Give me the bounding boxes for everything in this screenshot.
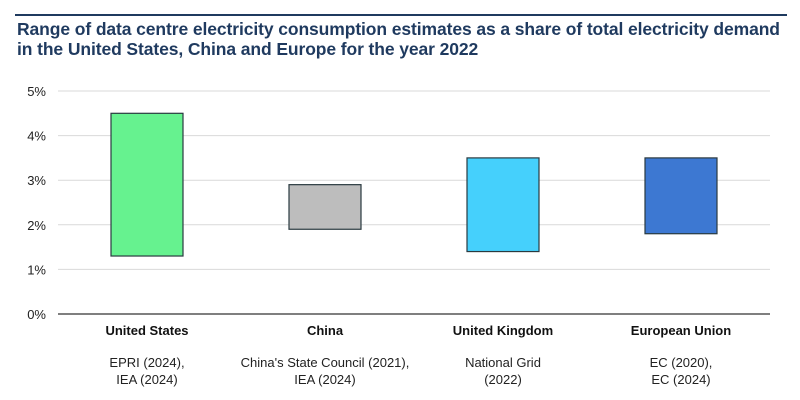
x-source-label: EPRI (2024),	[109, 355, 184, 370]
x-category-label: China	[307, 323, 344, 338]
x-source-label: (2022)	[484, 372, 522, 387]
x-source-label: IEA (2024)	[294, 372, 355, 387]
x-source-label: National Grid	[465, 355, 541, 370]
y-tick-label: 2%	[27, 218, 46, 233]
x-source-label: EC (2024)	[651, 372, 710, 387]
y-axis-ticks: 0% 1% 2% 3% 4% 5%	[27, 84, 46, 322]
x-category-label: European Union	[631, 323, 731, 338]
y-tick-label: 4%	[27, 129, 46, 144]
y-tick-label: 0%	[27, 307, 46, 322]
range-bar-european-union	[644, 157, 718, 235]
range-bar-china	[288, 184, 362, 230]
y-tick-label: 1%	[27, 262, 46, 277]
y-tick-label: 5%	[27, 84, 46, 99]
x-source-label: IEA (2024)	[116, 372, 177, 387]
range-bars	[110, 112, 718, 257]
x-axis-categories: United States China United Kingdom European…	[105, 323, 731, 338]
title-rule	[15, 14, 787, 16]
chart-title: Range of data centre electricity consump…	[17, 19, 780, 59]
x-source-label: EC (2020),	[650, 355, 713, 370]
x-axis-sources: EPRI (2024), IEA (2024) China's State Coun…	[109, 355, 712, 387]
x-category-label: United States	[105, 323, 188, 338]
x-source-label: China's State Council (2021),	[241, 355, 410, 370]
range-bar-united-states	[110, 112, 184, 257]
y-tick-label: 3%	[27, 173, 46, 188]
range-bar-united-kingdom	[466, 157, 540, 253]
x-category-label: United Kingdom	[453, 323, 553, 338]
